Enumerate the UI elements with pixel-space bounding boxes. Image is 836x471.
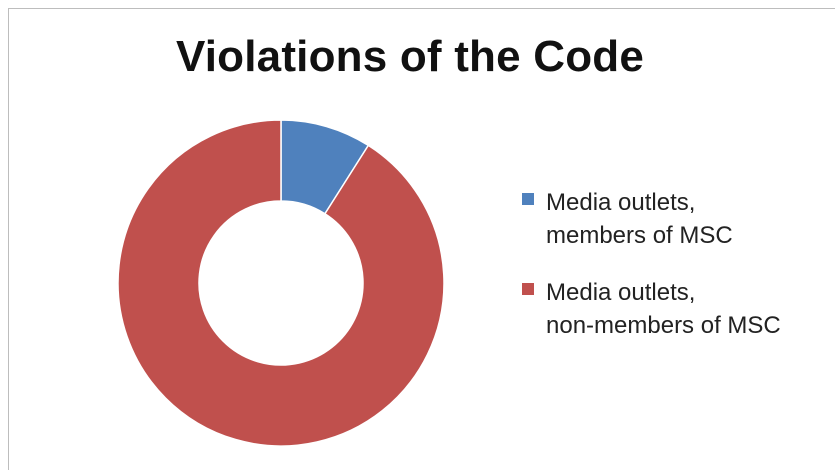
chart-title: Violations of the Code [175, 32, 645, 81]
legend-label-members: Media outlets, members of MSC [546, 189, 733, 250]
legend-item-members: Media outlets, members of MSC [522, 186, 832, 252]
chart-legend: Media outlets, members of MSC Media outl… [522, 186, 832, 366]
legend-swatch-members [522, 193, 534, 205]
legend-label-non-members: Media outlets, non-members of MSC [546, 279, 781, 340]
legend-swatch-non-members [522, 283, 534, 296]
slice-non-members-of-msc [117, 119, 445, 447]
legend-item-non-members: Media outlets, non-members of MSC [522, 276, 832, 342]
